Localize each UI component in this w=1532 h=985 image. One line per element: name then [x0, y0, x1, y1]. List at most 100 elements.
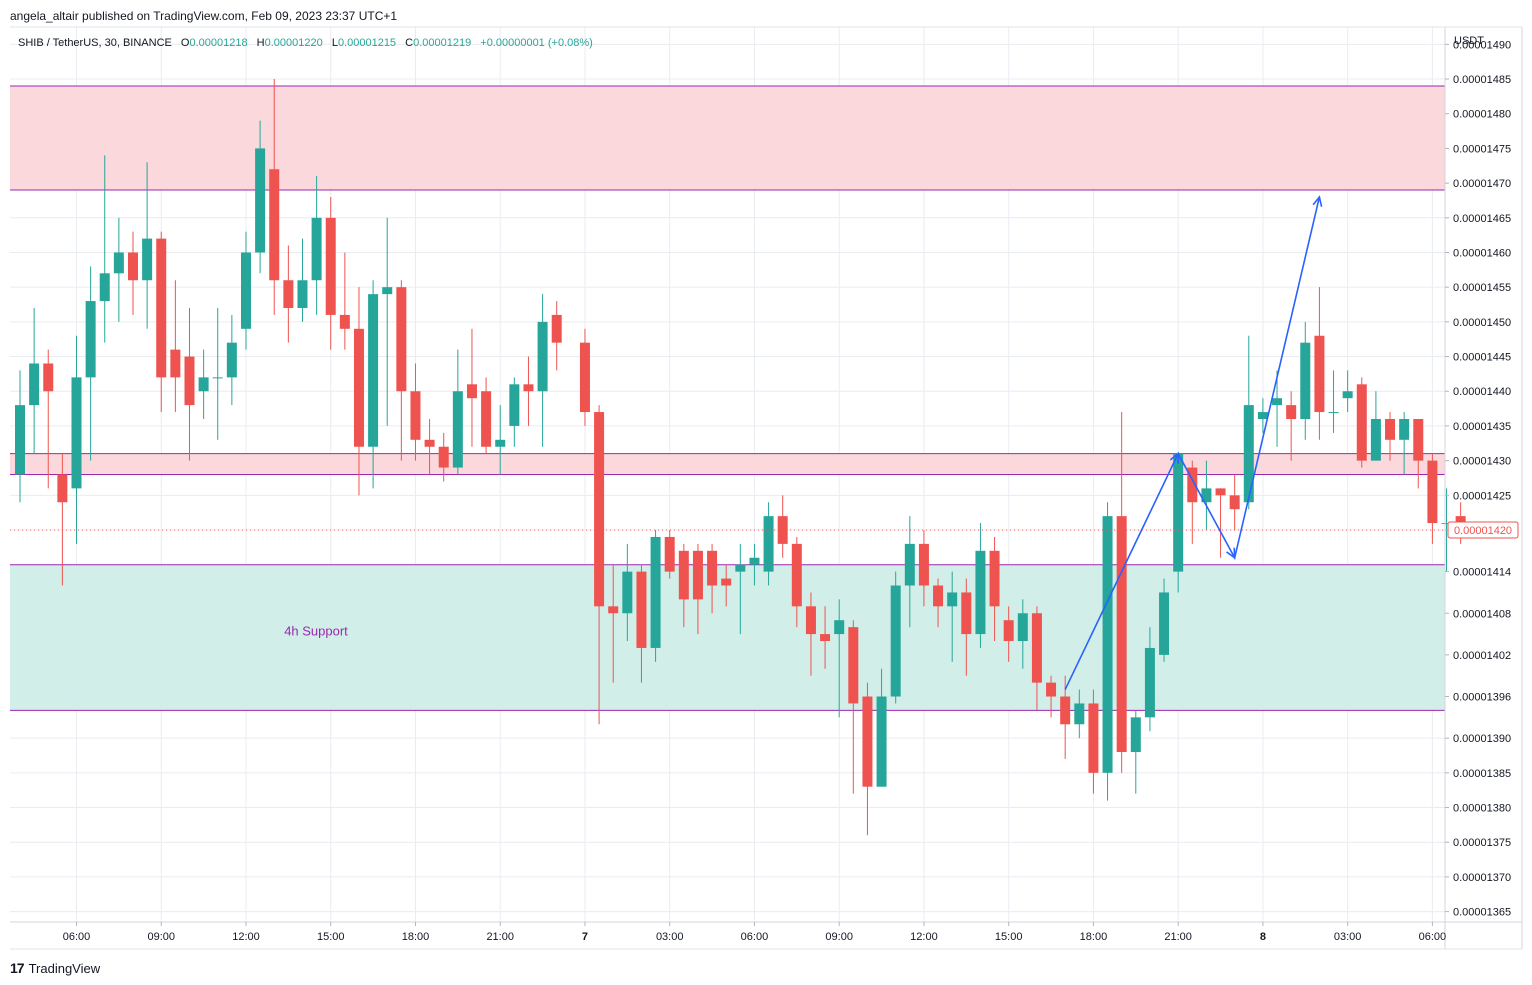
candle: [1074, 689, 1085, 739]
candle: [721, 564, 732, 607]
candle-body: [156, 238, 167, 378]
candle: [1046, 675, 1057, 718]
candle: [255, 120, 266, 274]
candle-body: [1328, 412, 1339, 414]
candle-body: [862, 696, 873, 787]
candle: [862, 682, 873, 836]
tradingview-footer[interactable]: 17 TradingView: [10, 960, 100, 976]
candle: [1159, 578, 1170, 662]
candle-body: [255, 148, 266, 253]
candle: [156, 231, 167, 413]
candle-body: [636, 571, 647, 648]
candle: [1201, 460, 1212, 531]
x-tick-label: 8: [1260, 931, 1266, 943]
candle-body: [1074, 703, 1085, 725]
candle: [650, 530, 661, 662]
candle: [15, 370, 25, 503]
candle-body: [466, 384, 477, 399]
candle: [1102, 502, 1113, 801]
candle-body: [834, 620, 845, 635]
candle-body: [240, 252, 251, 329]
legend-l-label: L: [332, 37, 338, 49]
x-tick-label: 12:00: [232, 931, 260, 943]
candle-body: [579, 342, 590, 413]
candle: [99, 155, 110, 343]
candle: [353, 287, 364, 496]
x-tick-label: 18:00: [1080, 931, 1108, 943]
legend-close: 0.00001219: [413, 37, 471, 49]
candle-body: [113, 252, 124, 274]
candle: [1286, 391, 1297, 461]
candle: [509, 377, 520, 447]
candle: [961, 578, 972, 676]
candle: [876, 668, 887, 787]
candle-body: [523, 384, 534, 392]
candle-body: [876, 696, 887, 787]
candle: [834, 599, 845, 718]
legend-o-label: O: [181, 37, 190, 49]
candle: [1370, 391, 1381, 461]
candle: [1356, 377, 1367, 468]
y-tick-label: 0.00001470: [1453, 178, 1511, 190]
candle-body: [1342, 391, 1353, 399]
y-tick-label: 0.00001430: [1453, 456, 1511, 468]
tradingview-logo-icon: 17: [10, 960, 25, 976]
candle-body: [1300, 342, 1311, 419]
candle: [1173, 453, 1184, 593]
y-tick-label: 0.00001450: [1453, 317, 1511, 329]
candle-body: [608, 606, 619, 614]
candle-body: [509, 384, 520, 426]
candle-body: [1046, 682, 1057, 697]
candle: [594, 405, 605, 725]
candle: [269, 79, 280, 315]
x-axis-ticks: 06:00 09:00 12:00 15:00 18:00 21:00 7 03:00 06:0…: [63, 922, 1446, 943]
candle-body: [1060, 696, 1071, 725]
candle: [396, 280, 407, 461]
candle-body: [1215, 488, 1226, 496]
candle: [71, 335, 82, 544]
candle: [297, 238, 308, 322]
candle-body: [368, 294, 379, 447]
candle-body: [1286, 405, 1297, 419]
x-tick-label: 03:00: [656, 931, 684, 943]
legend-low: 0.00001215: [338, 37, 396, 49]
candle: [283, 245, 294, 343]
candle-body: [1130, 717, 1141, 753]
candle: [707, 543, 718, 614]
y-tick-label: 0.00001455: [1453, 282, 1511, 294]
y-tick-label: 0.00001460: [1453, 247, 1511, 259]
y-tick-label: 0.00001465: [1453, 213, 1511, 225]
candle-body: [692, 550, 703, 600]
y-tick-label: 0.00001390: [1453, 733, 1511, 745]
candle-body: [57, 474, 68, 503]
candle-body: [1088, 703, 1099, 773]
candle: [537, 294, 548, 447]
candle-body: [99, 273, 110, 302]
candle: [1229, 474, 1240, 531]
candle: [1130, 710, 1141, 794]
candle: [749, 543, 760, 586]
candle: [551, 301, 562, 371]
y-tick-label: 0.00001380: [1453, 803, 1511, 815]
y-tick-label: 0.00001370: [1453, 872, 1511, 884]
candle: [622, 543, 633, 642]
candle: [1399, 412, 1410, 475]
x-tick-label: 12:00: [910, 931, 938, 943]
last-price-label: 0.00001420: [1454, 525, 1512, 537]
candle: [382, 217, 393, 426]
candle: [226, 314, 237, 406]
candle: [848, 620, 859, 794]
y-tick-label: 0.00001475: [1453, 143, 1511, 155]
candle: [904, 516, 915, 628]
candle: [692, 543, 703, 635]
candle: [184, 307, 195, 461]
resistance-zone-upper: [10, 85, 1445, 191]
y-tick-label: 0.00001425: [1453, 490, 1511, 502]
candle: [212, 307, 223, 440]
candle-body: [297, 280, 308, 308]
candle-body: [749, 557, 760, 565]
x-tick-label: 06:00: [63, 931, 91, 943]
candle: [438, 432, 449, 482]
candle-body: [622, 571, 633, 614]
